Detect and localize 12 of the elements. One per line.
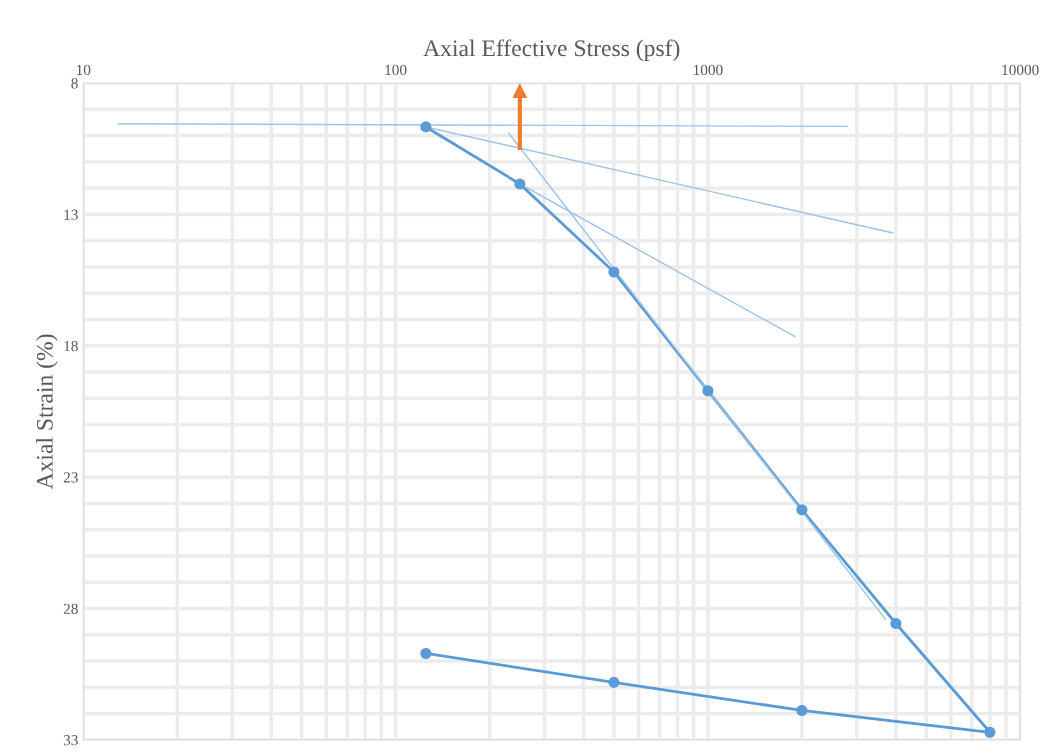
y-tick-label: 33 <box>63 735 78 746</box>
x-tick-label: 10000 <box>1002 64 1039 76</box>
y-tick-label: 8 <box>71 78 78 89</box>
y-tick-label: 18 <box>64 340 78 352</box>
x-axis-title: Axial Effective Stress (psf) <box>423 39 680 62</box>
x-tick-label: 100 <box>385 64 407 76</box>
y-axis-title: Axial Strain (%) <box>36 334 58 490</box>
y-tick-label: 23 <box>63 472 78 483</box>
x-tick-label: 10 <box>76 64 91 76</box>
y-tick-label: 13 <box>64 209 78 220</box>
x-tick-label: 1000 <box>693 64 723 76</box>
y-tick-label: 28 <box>63 603 78 614</box>
